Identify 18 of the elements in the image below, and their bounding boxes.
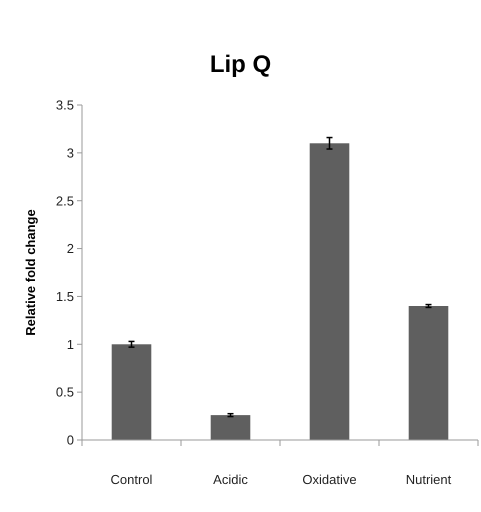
y-axis-title: Relative fold change — [23, 209, 38, 336]
x-tick-label: Nutrient — [406, 472, 452, 487]
x-tick-label: Acidic — [213, 472, 248, 487]
bar — [210, 415, 250, 440]
y-tick-label: 0.5 — [56, 384, 74, 400]
bar — [310, 143, 350, 440]
y-tick-label: 1.5 — [56, 288, 74, 304]
x-tick-label: Oxidative — [302, 472, 357, 487]
y-tick-label: 2 — [66, 241, 74, 256]
y-tick-label: 3.5 — [56, 98, 74, 113]
y-tick-label: 3 — [66, 145, 74, 160]
y-tick-label: 1 — [66, 336, 74, 352]
y-tick-label: 0 — [66, 432, 74, 448]
y-tick-label: 2.5 — [56, 193, 74, 208]
chart-title: Lip Q — [210, 51, 272, 78]
bar — [408, 306, 448, 440]
bar — [112, 344, 152, 440]
x-tick-label: Control — [110, 472, 153, 487]
